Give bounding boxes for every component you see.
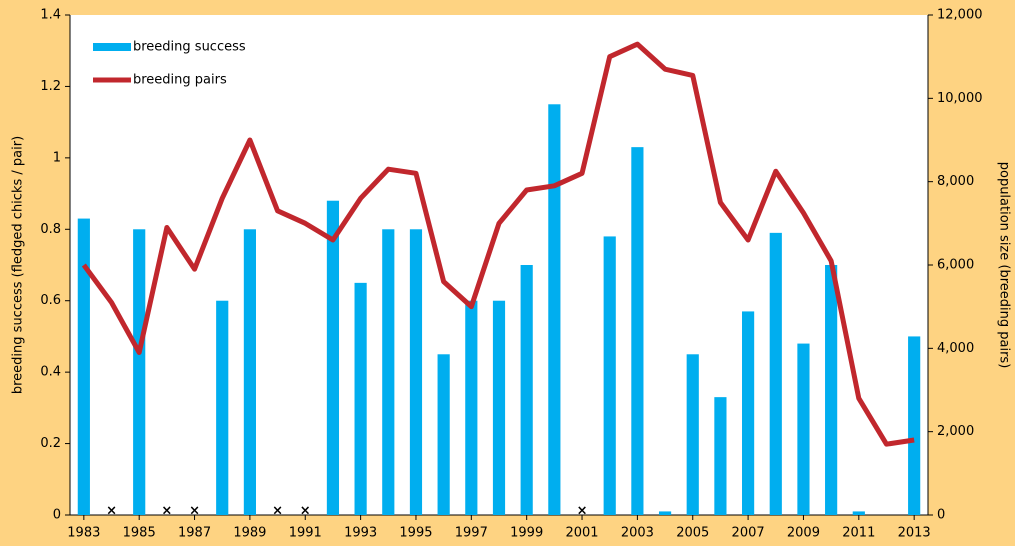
- y2-tick-label: 6,000: [937, 258, 974, 273]
- y-tick-label: 1: [53, 150, 61, 165]
- bar: [714, 397, 727, 515]
- bar: [382, 229, 395, 516]
- no-data-marker: ×: [272, 504, 283, 519]
- bar: [326, 200, 340, 515]
- bar: [825, 265, 838, 515]
- y2-tick-label: 12,000: [937, 8, 983, 23]
- y-axis-label: breeding success (fledged chicks / pair): [11, 136, 26, 394]
- no-data-marker: ×: [577, 504, 588, 519]
- bar: [797, 343, 810, 515]
- no-data-marker: ×: [300, 504, 311, 519]
- bar: [409, 229, 423, 516]
- y-tick-label: 0.8: [40, 222, 61, 237]
- bar: [77, 218, 90, 516]
- bar: [769, 232, 782, 515]
- x-tick-label: 2003: [621, 526, 654, 541]
- x-tick-label: 2013: [898, 526, 931, 541]
- bar: [520, 265, 533, 515]
- bar: [852, 511, 865, 515]
- bar: [548, 104, 561, 516]
- y2-tick-label: 4,000: [937, 341, 974, 356]
- x-tick-label: 1997: [455, 526, 488, 541]
- x-tick-label: 2007: [732, 526, 765, 541]
- x-tick-label: 1985: [123, 526, 156, 541]
- legend-swatch: [93, 43, 131, 51]
- y-tick-label: 1.2: [40, 79, 61, 94]
- x-tick-label: 1995: [399, 526, 432, 541]
- x-tick-label: 1983: [67, 526, 100, 541]
- legend-label: breeding pairs: [133, 73, 227, 88]
- bar: [686, 354, 699, 515]
- bar: [492, 300, 506, 515]
- bar: [631, 147, 644, 515]
- bar: [603, 236, 616, 515]
- y-tick-label: 0.6: [40, 293, 61, 308]
- no-data-marker: ×: [161, 504, 172, 519]
- no-data-marker: ×: [189, 504, 200, 519]
- bar: [133, 229, 146, 516]
- bar: [465, 300, 478, 515]
- y-tick-label: 0.2: [40, 436, 61, 451]
- bar: [243, 229, 256, 516]
- bar: [437, 354, 450, 515]
- x-tick-label: 2005: [676, 526, 709, 541]
- y2-tick-label: 8,000: [937, 174, 974, 189]
- bar: [658, 511, 672, 515]
- bar: [216, 300, 229, 515]
- x-tick-label: 2009: [787, 526, 820, 541]
- x-tick-label: 1989: [233, 526, 266, 541]
- bar: [354, 282, 367, 515]
- x-tick-label: 1991: [289, 526, 322, 541]
- y-tick-label: 0.4: [40, 365, 61, 380]
- x-tick-label: 1987: [178, 526, 211, 541]
- y2-tick-label: 2,000: [937, 424, 974, 439]
- x-tick-label: 2011: [842, 526, 875, 541]
- line: [81, 41, 915, 447]
- x-tick-label: 1993: [344, 526, 377, 541]
- y2-tick-label: 0: [937, 508, 945, 523]
- x-tick-label: 2001: [565, 526, 598, 541]
- bar: [742, 311, 755, 515]
- bar: [908, 336, 921, 515]
- y-tick-label: 0: [53, 508, 61, 523]
- y-tick-label: 1.4: [40, 8, 61, 23]
- x-tick-label: 1999: [510, 526, 543, 541]
- legend-label: breeding success: [133, 40, 246, 55]
- y2-tick-label: 10,000: [937, 91, 983, 106]
- no-data-marker: ×: [106, 504, 117, 519]
- y2-axis-label: population size (breeding pairs): [997, 162, 1012, 369]
